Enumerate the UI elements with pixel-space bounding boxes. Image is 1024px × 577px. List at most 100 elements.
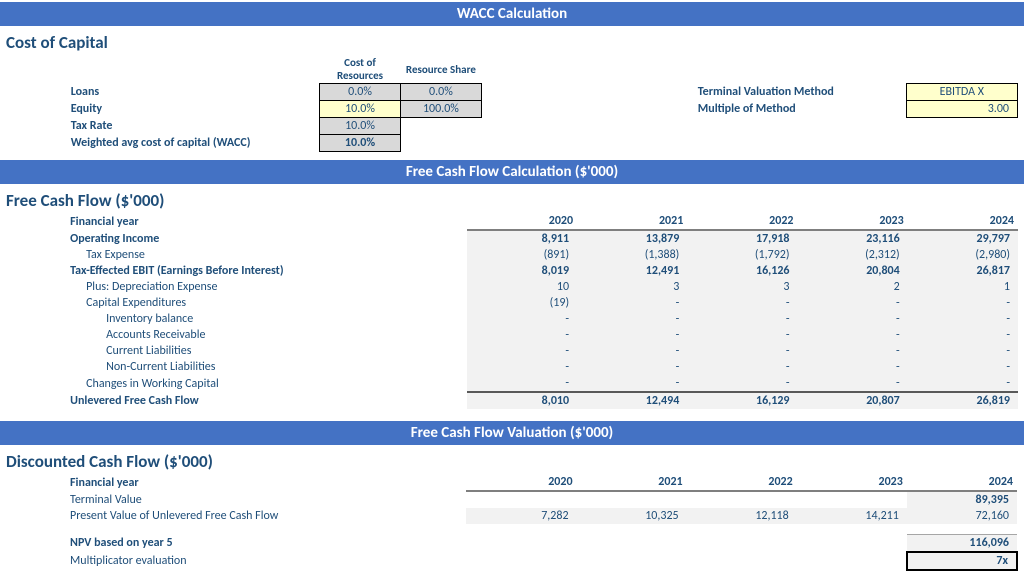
fcf-op_inc-0[interactable]: 8,911 [467,230,577,247]
fcf-row-label-cl: Current Liabilities [66,343,467,359]
dcf-pv-0[interactable]: 7,282 [466,508,576,524]
dcf-year-4: 2024 [907,474,1017,491]
fcf-row-label-ncl: Non-Current Liabilities [66,359,467,375]
fcf-row-label-te_ebit: Tax-Effected EBIT (Earnings Before Inter… [66,263,467,279]
fcf-cl-1[interactable]: - [577,343,687,359]
fcf-row-label-dep: Plus: Depreciation Expense [66,279,467,295]
cost-of-capital-table: Cost of Resources Resource Share Loans 0… [6,55,1018,152]
fcf-row-dep: Plus: Depreciation Expense103321 [6,279,1018,295]
fcf-row-label-ar: Accounts Receivable [66,327,467,343]
dcf-row-label-pv: Present Value of Unlevered Free Cash Flo… [66,508,466,524]
fcf-row-cwc: Changes in Working Capital----- [6,375,1018,392]
fcf-tax_exp-1[interactable]: (1,388) [577,247,687,263]
fcf-cl-0[interactable]: - [467,343,577,359]
fcf-tax_exp-3[interactable]: (2,312) [798,247,908,263]
dcf-pv-2[interactable]: 12,118 [687,508,797,524]
cell-equity-share[interactable]: 100.0% [400,101,481,118]
fcf-capex-1[interactable]: - [577,295,687,311]
fcf-inv-1[interactable]: - [577,311,687,327]
dcf-fy-label: Financial year [66,474,466,491]
fcf-dep-1[interactable]: 3 [577,279,687,295]
fcf-cl-2[interactable]: - [687,343,797,359]
fcf-cl-4[interactable]: - [908,343,1018,359]
fcf-ncl-0[interactable]: - [467,359,577,375]
cell-loans-cost[interactable]: 0.0% [320,84,401,101]
fcf-ar-3[interactable]: - [798,327,908,343]
fcf-ncl-3[interactable]: - [798,359,908,375]
fcf-cwc-0[interactable]: - [467,375,577,392]
label-mult-method: Multiple of Method [694,101,906,118]
fcf-row-tax_exp: Tax Expense(891)(1,388)(1,792)(2,312)(2,… [6,247,1018,263]
fcf-op_inc-3[interactable]: 23,116 [798,230,908,247]
dcf-pv-1[interactable]: 10,325 [577,508,687,524]
fcf-cwc-4[interactable]: - [908,375,1018,392]
fcf-tax_exp-0[interactable]: (891) [467,247,577,263]
fcf-inv-2[interactable]: - [687,311,797,327]
fcf-te_ebit-2[interactable]: 16,126 [687,263,797,279]
fcf-inv-0[interactable]: - [467,311,577,327]
dcf-tv-1[interactable] [577,491,687,508]
fcf-capex-4[interactable]: - [908,295,1018,311]
fcf-ar-0[interactable]: - [467,327,577,343]
fcf-tax_exp-2[interactable]: (1,792) [687,247,797,263]
banner-wacc: WACC Calculation [0,2,1024,26]
fcf-ufcf-4[interactable]: 26,819 [908,392,1018,409]
fcf-ufcf-2[interactable]: 16,129 [687,392,797,409]
fcf-inv-3[interactable]: - [798,311,908,327]
dcf-row-pv: Present Value of Unlevered Free Cash Flo… [6,508,1017,524]
fcf-ufcf-1[interactable]: 12,494 [577,392,687,409]
fcf-ncl-4[interactable]: - [908,359,1018,375]
fcf-row-inv: Inventory balance----- [6,311,1018,327]
fcf-te_ebit-3[interactable]: 20,804 [798,263,908,279]
fcf-ar-2[interactable]: - [687,327,797,343]
banner-fcf-val: Free Cash Flow Valuation ($'000) [0,421,1024,445]
label-terminal-method: Terminal Valuation Method [694,84,906,101]
fcf-cl-3[interactable]: - [798,343,908,359]
dcf-tv-2[interactable] [687,491,797,508]
fcf-te_ebit-1[interactable]: 12,491 [577,263,687,279]
fcf-ufcf-3[interactable]: 20,807 [798,392,908,409]
fcf-tax_exp-4[interactable]: (2,980) [908,247,1018,263]
fcf-cwc-3[interactable]: - [798,375,908,392]
fcf-ncl-1[interactable]: - [577,359,687,375]
cell-terminal-method[interactable]: EBITDA X [906,84,1017,101]
cell-mult-method[interactable]: 3.00 [906,101,1017,118]
fcf-row-label-tax_exp: Tax Expense [66,247,467,263]
fcf-te_ebit-0[interactable]: 8,019 [467,263,577,279]
fcf-capex-0[interactable]: (19) [467,295,577,311]
cell-tax-rate[interactable]: 10.0% [320,118,401,135]
fcf-year-1: 2021 [577,213,687,230]
fcf-dep-0[interactable]: 10 [467,279,577,295]
fcf-capex-2[interactable]: - [687,295,797,311]
fcf-ufcf-0[interactable]: 8,010 [467,392,577,409]
fcf-op_inc-1[interactable]: 13,879 [577,230,687,247]
cell-loans-share[interactable]: 0.0% [400,84,481,101]
dcf-pv-4[interactable]: 72,160 [907,508,1017,524]
dcf-tv-4[interactable]: 89,395 [907,491,1017,508]
mult-eval-label: Multiplicator evaluation [66,552,466,570]
fcf-op_inc-2[interactable]: 17,918 [687,230,797,247]
fcf-ar-4[interactable]: - [908,327,1018,343]
dcf-pv-3[interactable]: 14,211 [797,508,907,524]
fcf-te_ebit-4[interactable]: 26,817 [908,263,1018,279]
npv-label: NPV based on year 5 [66,534,466,552]
fcf-dep-3[interactable]: 2 [798,279,908,295]
fcf-cwc-2[interactable]: - [687,375,797,392]
fcf-row-te_ebit: Tax-Effected EBIT (Earnings Before Inter… [6,263,1018,279]
fcf-capex-3[interactable]: - [798,295,908,311]
fcf-ncl-2[interactable]: - [687,359,797,375]
fcf-row-label-capex: Capital Expenditures [66,295,467,311]
fcf-dep-2[interactable]: 3 [687,279,797,295]
fcf-op_inc-4[interactable]: 29,797 [908,230,1018,247]
fcf-dep-4[interactable]: 1 [908,279,1018,295]
cell-wacc[interactable]: 10.0% [320,135,401,152]
dcf-tv-0[interactable] [466,491,576,508]
fcf-inv-4[interactable]: - [908,311,1018,327]
row-label-wacc: Weighted avg cost of capital (WACC) [67,135,320,152]
fcf-cwc-1[interactable]: - [577,375,687,392]
dcf-row-tv: Terminal Value89,395 [6,491,1017,508]
fcf-ar-1[interactable]: - [577,327,687,343]
section-title-fcf: Free Cash Flow ($'000) [0,186,1024,213]
cell-equity-cost[interactable]: 10.0% [320,101,401,118]
dcf-tv-3[interactable] [797,491,907,508]
